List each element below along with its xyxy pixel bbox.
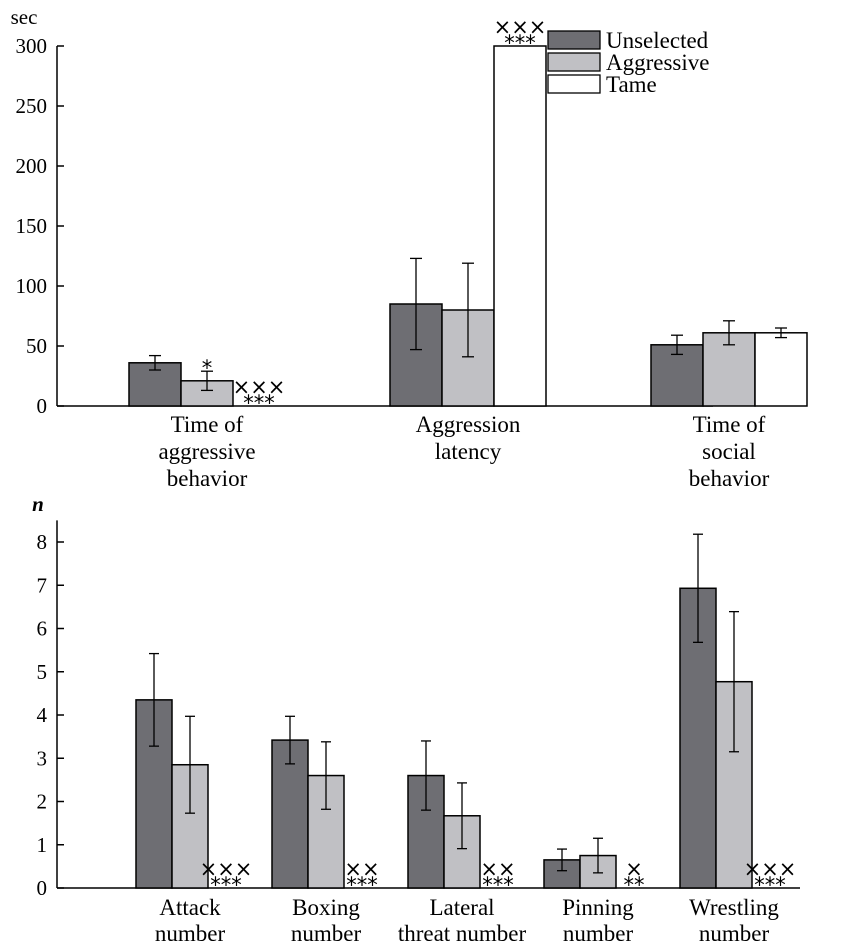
y-tick-label: 5	[37, 660, 48, 684]
category-label: Aggression	[416, 412, 521, 437]
significance-mark: ***	[346, 873, 378, 897]
y-tick-label: 50	[26, 334, 47, 358]
category-label: Attack	[159, 895, 221, 920]
category-label: latency	[435, 439, 502, 464]
category-label: Time of	[693, 412, 766, 437]
category-label: aggressive	[158, 439, 255, 464]
category-label: number	[563, 921, 634, 946]
significance-mark: ××	[344, 857, 379, 881]
significance-mark: ***	[482, 873, 514, 897]
significance-mark: ×	[625, 857, 643, 881]
y-unit-label: sec	[11, 5, 38, 29]
significance-mark: ×××	[494, 15, 547, 39]
category-label: number	[155, 921, 226, 946]
y-tick-label: 1	[37, 833, 48, 857]
category-label: behavior	[167, 466, 248, 491]
y-tick-label: 300	[16, 34, 48, 58]
significance-mark: **	[624, 873, 645, 897]
y-tick-label: 7	[37, 573, 48, 597]
bar	[679, 587, 717, 889]
category-label: behavior	[689, 466, 770, 491]
y-tick-label: 200	[16, 154, 48, 178]
y-tick-label: 250	[16, 94, 48, 118]
significance-mark: ***	[243, 391, 275, 415]
category-label: threat number	[398, 921, 527, 946]
significance-mark: ××	[480, 857, 515, 881]
bar	[754, 332, 808, 407]
legend-label: Unselected	[606, 28, 709, 53]
significance-mark: ***	[754, 873, 786, 897]
significance-mark: ×××	[233, 375, 286, 399]
category-label: social	[702, 439, 756, 464]
chart-panel-count-measures: n012345678AttacknumberBoxingnumberLatera…	[32, 492, 800, 946]
y-tick-label: 4	[37, 703, 48, 727]
y-tick-label: 8	[37, 530, 48, 554]
significance-mark: *	[202, 356, 213, 380]
y-tick-label: 0	[37, 394, 48, 418]
category-label: Pinning	[562, 895, 634, 920]
legend-label: Aggressive	[606, 50, 709, 75]
bar	[271, 739, 309, 889]
y-tick-label: 100	[16, 274, 48, 298]
significance-mark: ×××	[744, 857, 797, 881]
legend-swatch	[547, 74, 601, 94]
bar	[493, 45, 547, 407]
y-tick-label: 2	[37, 790, 48, 814]
y-tick-label: 150	[16, 214, 48, 238]
legend-swatch	[547, 52, 601, 72]
y-tick-label: 3	[37, 746, 48, 770]
significance-mark: ***	[504, 31, 536, 55]
significance-mark: ***	[210, 873, 242, 897]
legend-swatch	[547, 30, 601, 50]
y-tick-label: 0	[37, 876, 48, 900]
category-label: number	[291, 921, 362, 946]
legend-label: Tame	[606, 72, 657, 97]
y-unit-label: n	[32, 492, 44, 516]
y-tick-label: 6	[37, 617, 48, 641]
category-label: Wrestling	[689, 895, 779, 920]
category-label: Time of	[171, 412, 244, 437]
category-label: Boxing	[292, 895, 360, 920]
significance-mark: ×××	[200, 857, 253, 881]
category-label: number	[699, 921, 770, 946]
category-label: Lateral	[429, 895, 494, 920]
